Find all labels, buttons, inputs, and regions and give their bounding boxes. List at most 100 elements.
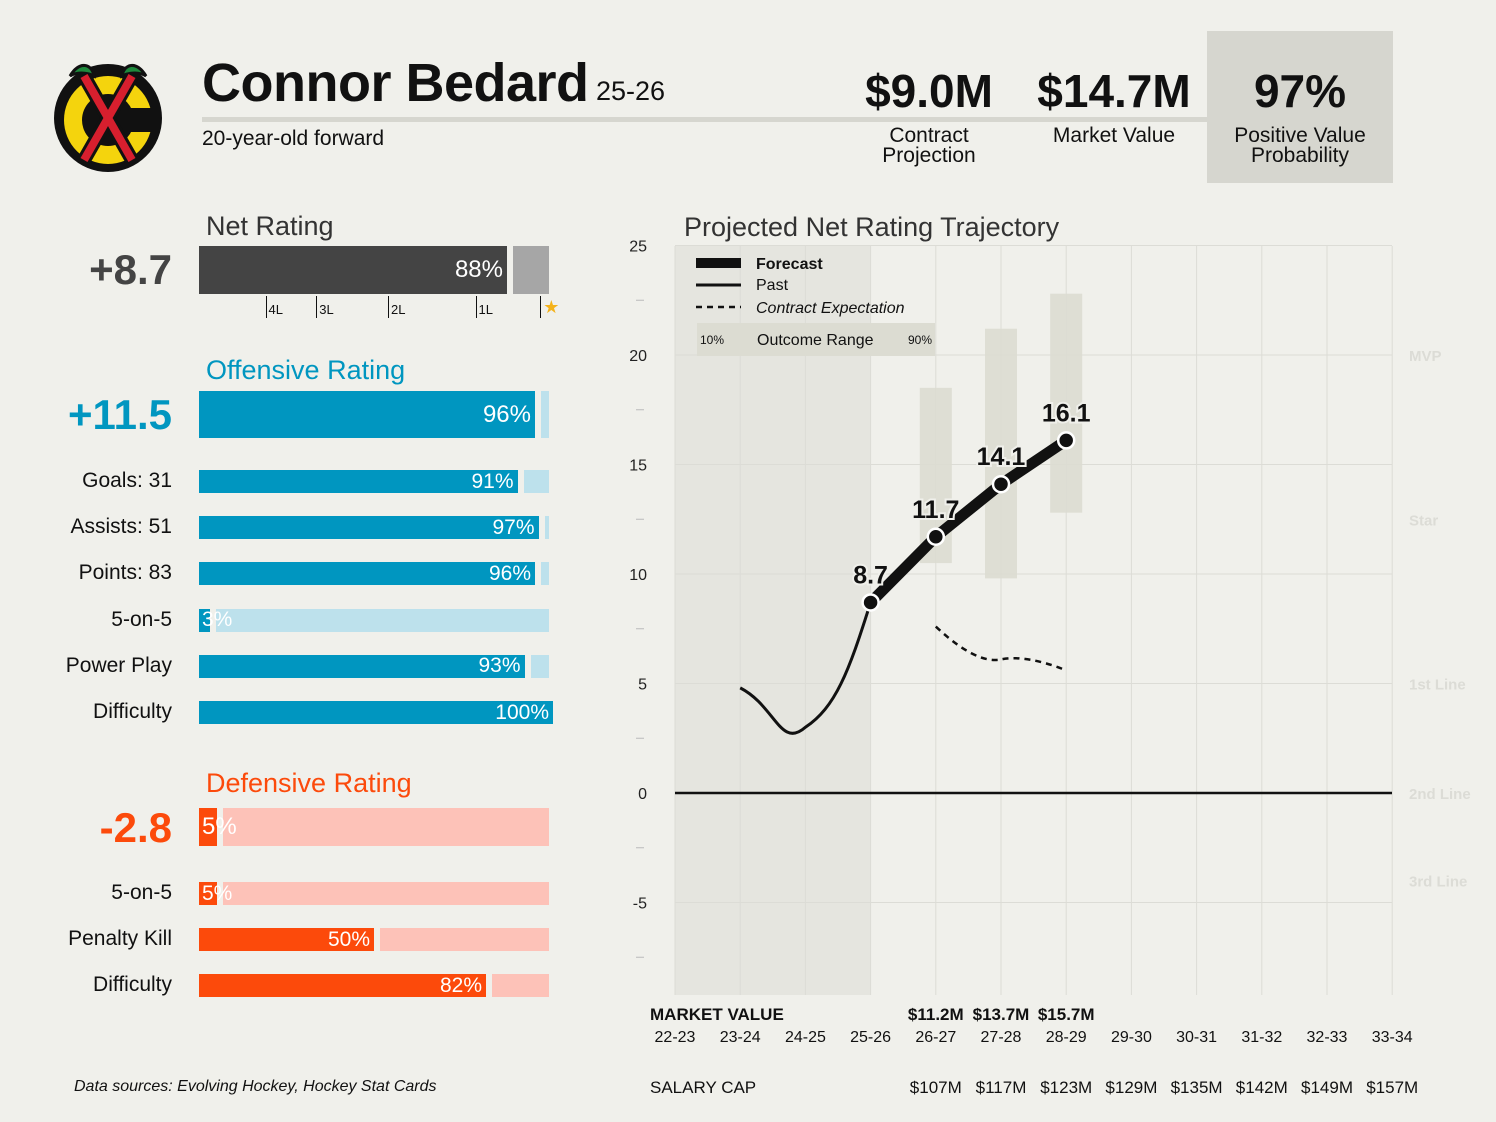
bar-track xyxy=(215,608,549,632)
x-tick-label: 29-30 xyxy=(1111,1029,1152,1046)
salary-cap-row-label: SALARY CAP xyxy=(650,1078,756,1097)
header-divider xyxy=(202,117,1207,122)
bar-percentile-label: 50% xyxy=(327,927,370,951)
y-tick-label: -5 xyxy=(633,896,647,913)
rating-row-label: Goals: 31 xyxy=(82,469,172,492)
bar-percentile-label: 5% xyxy=(202,813,237,840)
forecast-point xyxy=(861,593,880,612)
bar-fill xyxy=(199,974,486,997)
contract-projection-stat: $9.0M Contract Projection xyxy=(836,31,1022,183)
team-logo xyxy=(54,64,162,172)
rating-row-label: 5-on-5 xyxy=(111,881,172,904)
past-series-line xyxy=(739,602,873,735)
forecast-point-label: 14.1 xyxy=(977,443,1026,471)
player-name: Connor Bedard xyxy=(202,53,589,113)
bar-percentile-label: 88% xyxy=(454,256,503,283)
x-tick-label: 22-23 xyxy=(655,1029,696,1046)
net-rating-bar: 88% xyxy=(199,246,549,294)
rating-row-label: 5-on-5 xyxy=(111,607,172,631)
defensive-rating-value: -2.8 xyxy=(99,804,172,851)
salary-cap-label: $157M xyxy=(1366,1078,1418,1097)
forecast-point-label: 11.7 xyxy=(912,496,959,524)
x-tick-label: 26-27 xyxy=(915,1029,956,1046)
net-rating-value: +8.7 xyxy=(89,246,172,293)
bar-percentile-label: 100% xyxy=(495,700,549,724)
forecast-point-label: 16.1 xyxy=(1042,399,1091,427)
forecast-point-label: 8.7 xyxy=(853,561,888,589)
x-tick-label: 32-33 xyxy=(1307,1029,1348,1046)
rating-row-label: Penalty Kill xyxy=(68,927,172,950)
forecast-point xyxy=(991,474,1011,494)
rating-row-bar: 3% xyxy=(199,608,549,632)
tier-label: 2nd Line xyxy=(1409,786,1471,803)
bar-track xyxy=(492,974,549,997)
legend-range-label: Outcome Range xyxy=(757,332,874,349)
tier-label: 1st Line xyxy=(1409,677,1466,694)
x-tick-label: 27-28 xyxy=(981,1029,1022,1046)
data-sources-footnote: Data sources: Evolving Hockey, Hockey St… xyxy=(74,1078,437,1095)
salary-cap-label: $149M xyxy=(1301,1078,1353,1097)
season-label: 25-26 xyxy=(596,76,666,106)
bar-track xyxy=(513,246,549,294)
bar-fill xyxy=(199,808,217,846)
rating-row-bar: 82% xyxy=(199,974,549,997)
y-tick-label: 20 xyxy=(629,348,647,365)
market-value-stat: $14.7M Market Value xyxy=(1021,31,1207,183)
tier-tick: 2L xyxy=(388,296,405,318)
x-tick-label: 28-29 xyxy=(1046,1029,1087,1046)
x-tick-label: 25-26 xyxy=(850,1029,891,1046)
legend-past-label: Past xyxy=(756,277,789,294)
rating-row-label: Difficulty xyxy=(93,700,172,723)
rating-row-bar: 96% xyxy=(199,561,549,586)
x-tick-label: 33-34 xyxy=(1372,1029,1413,1046)
market-value-label: $11.2M xyxy=(908,1005,964,1024)
rating-row-label: Points: 83 xyxy=(78,561,172,585)
y-tick-label: 25 xyxy=(629,239,647,256)
bar-percentile-label: 96% xyxy=(482,400,531,428)
legend-contract-label: Contract Expectation xyxy=(756,300,905,317)
x-tick-label: 31-32 xyxy=(1241,1029,1282,1046)
market-value-row-label: MARKET VALUE xyxy=(650,1005,784,1024)
bar-percentile-label: 3% xyxy=(202,608,233,632)
x-tick-label: 30-31 xyxy=(1176,1029,1217,1046)
salary-cap-label: $129M xyxy=(1105,1078,1157,1097)
net-rating-title: Net Rating xyxy=(206,211,334,241)
rating-row-bar: 93% xyxy=(199,654,549,678)
offensive-rating-bar: 96% xyxy=(199,391,549,438)
stat-label: Contract xyxy=(889,124,969,147)
offensive-rating-title: Offensive Rating xyxy=(206,355,406,385)
stat-value: $9.0M xyxy=(865,65,993,117)
tier-label: 3rd Line xyxy=(1409,874,1467,891)
stat-value: 97% xyxy=(1253,65,1347,117)
bar-track xyxy=(541,391,549,438)
tier-tick: ★ xyxy=(540,296,559,318)
bar-percentile-label: 96% xyxy=(488,561,531,585)
tier-tick: 4L xyxy=(265,296,283,318)
bar-fill xyxy=(199,701,553,724)
tier-label: MVP xyxy=(1409,348,1442,365)
salary-cap-label: $123M xyxy=(1040,1078,1092,1097)
stat-label-line2: Probability xyxy=(1250,144,1350,167)
stat-label: Market Value xyxy=(1052,124,1176,147)
x-tick-label: 23-24 xyxy=(720,1029,761,1046)
y-tick-label: 0 xyxy=(638,786,647,803)
stat-value: $14.7M xyxy=(1037,65,1191,117)
tier-tick: 3L xyxy=(316,296,334,318)
salary-cap-label: $142M xyxy=(1236,1078,1288,1097)
positive-value-probability-stat: 97% Positive Value Probability xyxy=(1207,31,1393,183)
offensive-rating-value: +11.5 xyxy=(68,391,172,438)
market-value-label: $13.7M xyxy=(973,1005,1030,1024)
salary-cap-label: $107M xyxy=(910,1078,962,1097)
rating-row-label: Power Play xyxy=(65,653,172,677)
rating-row-bar: 91% xyxy=(199,470,549,493)
bar-percentile-label: 91% xyxy=(471,469,514,493)
bar-fill xyxy=(199,654,525,678)
bar-fill xyxy=(199,928,374,951)
bar-fill xyxy=(199,246,507,294)
bar-track xyxy=(541,562,549,586)
bar-track xyxy=(222,808,549,846)
tier-tick: 1L xyxy=(475,296,493,318)
bar-fill xyxy=(199,562,535,586)
legend-range-high-label: 90% xyxy=(908,333,932,347)
